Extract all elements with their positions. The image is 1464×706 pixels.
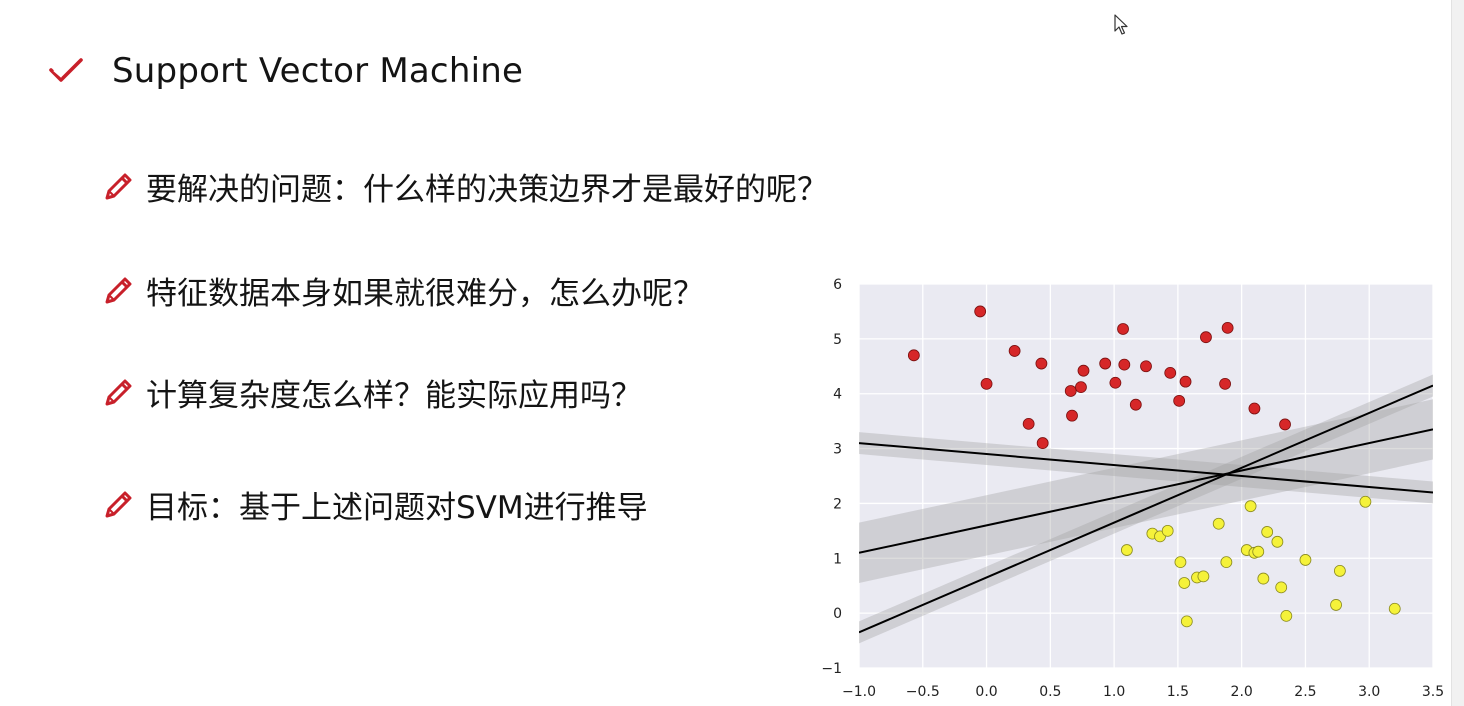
data-point xyxy=(1248,402,1261,415)
data-point xyxy=(1129,398,1142,411)
data-point xyxy=(1036,437,1049,449)
data-point xyxy=(1179,375,1192,388)
data-point xyxy=(1173,394,1186,407)
slide-title-text: Support Vector Machine xyxy=(112,51,524,91)
data-point xyxy=(1174,556,1187,569)
decision-boundary-line xyxy=(859,442,1433,494)
data-point xyxy=(1161,524,1174,537)
data-point xyxy=(1388,602,1401,615)
data-point xyxy=(1271,535,1284,548)
data-point xyxy=(1022,417,1035,430)
x-tick-label: 3.5 xyxy=(1422,684,1444,700)
decision-boundary-line xyxy=(859,428,1433,554)
y-tick-label: 2 xyxy=(833,496,842,512)
x-tick-label: 1.5 xyxy=(1167,684,1189,700)
bullet-text: 特征数据本身如果就很难分，怎么办呢？ xyxy=(146,276,704,312)
data-point xyxy=(1275,581,1288,594)
data-point xyxy=(907,349,920,362)
x-tick-label: 2.5 xyxy=(1294,684,1316,700)
data-point xyxy=(1077,364,1090,377)
data-point xyxy=(1299,554,1312,566)
data-point xyxy=(1333,565,1346,577)
y-tick-label: 1 xyxy=(833,551,842,567)
bullet-item: 目标：基于上述问题对SVM进行推导 xyxy=(100,482,648,527)
data-point xyxy=(1261,526,1274,538)
pencil-icon xyxy=(105,173,132,199)
data-point xyxy=(1279,418,1291,431)
y-tick-label: −1 xyxy=(821,661,842,677)
decision-boundary-line xyxy=(859,384,1433,634)
data-point xyxy=(1066,409,1078,422)
y-tick-label: 5 xyxy=(833,332,842,348)
x-tick-label: 0.5 xyxy=(1039,684,1061,700)
pencil-icon xyxy=(105,277,132,303)
x-tick-label: −1.0 xyxy=(842,684,876,700)
data-point xyxy=(1008,345,1021,357)
svm-scatter-chart: −1.0 −0.5 0.0 0.5 1.0 1.5 2.0 2.5 3.0 3.5 −1 0 1 2 3 4 5… xyxy=(821,277,1444,700)
data-point xyxy=(1280,609,1293,622)
data-point xyxy=(1109,376,1122,389)
data-point xyxy=(1164,366,1177,379)
bullet-text: 目标：基于上述问题对SVM进行推导 xyxy=(146,490,648,526)
data-point xyxy=(1180,615,1193,628)
bullet-text: 要解决的问题：什么样的决策边界才是最好的呢？ xyxy=(146,172,828,208)
x-tick-label: 0.0 xyxy=(975,684,997,700)
scrollbar[interactable] xyxy=(1451,0,1464,706)
data-point xyxy=(1212,517,1225,530)
data-point xyxy=(1359,495,1372,508)
data-point xyxy=(1244,500,1257,513)
bullet-item: 要解决的问题：什么样的决策边界才是最好的呢？ xyxy=(100,164,828,209)
y-tick-label: 6 xyxy=(833,277,842,293)
y-tick-label: 4 xyxy=(833,387,842,403)
data-point xyxy=(1075,381,1087,394)
data-point xyxy=(1252,545,1265,558)
data-point xyxy=(1200,331,1212,344)
bullet-text: 计算复杂度怎么样？能实际应用吗？ xyxy=(146,378,642,414)
data-point xyxy=(1035,357,1048,370)
pencil-icon xyxy=(105,379,132,405)
x-tick-label: −0.5 xyxy=(906,684,940,700)
y-tick-label: 3 xyxy=(833,442,842,458)
x-tick-label: 3.0 xyxy=(1358,684,1380,700)
pencil-icon xyxy=(105,491,132,517)
bullet-item: 计算复杂度怎么样？能实际应用吗？ xyxy=(100,370,642,415)
mouse-cursor-icon xyxy=(1114,14,1128,35)
data-point xyxy=(1178,577,1191,589)
bullet-item: 特征数据本身如果就很难分，怎么办呢？ xyxy=(100,268,704,313)
data-point xyxy=(1220,556,1233,569)
data-point xyxy=(1117,323,1129,335)
data-point xyxy=(1221,321,1234,334)
data-point xyxy=(980,377,993,390)
data-point xyxy=(1120,544,1133,556)
data-point xyxy=(1099,357,1112,370)
data-point xyxy=(1219,377,1231,390)
y-tick-label: 0 xyxy=(833,606,842,622)
data-point xyxy=(1330,599,1342,611)
data-point xyxy=(1197,570,1210,583)
data-point xyxy=(1257,572,1270,585)
x-tick-label: 2.0 xyxy=(1231,684,1253,700)
data-point xyxy=(974,305,987,318)
data-point xyxy=(1140,360,1152,373)
x-tick-label: 1.0 xyxy=(1103,684,1125,700)
check-icon xyxy=(49,58,83,82)
data-point xyxy=(1118,358,1131,371)
data-point xyxy=(1064,385,1077,397)
slide-title: Support Vector Machine xyxy=(48,46,523,96)
